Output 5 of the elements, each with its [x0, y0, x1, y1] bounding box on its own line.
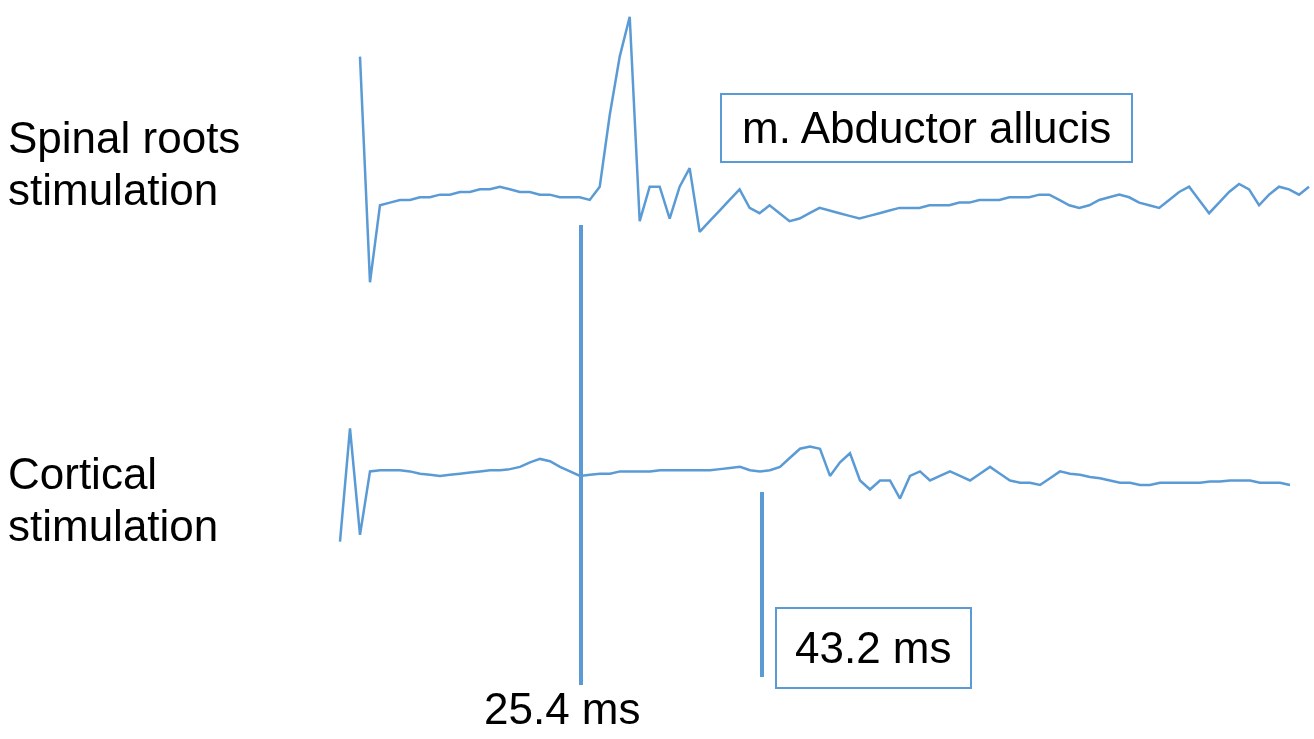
text: 25.4 ms — [484, 684, 641, 734]
y-axis-title: Spinal roots stimulation — [8, 112, 242, 216]
text: 43.2 ms — [775, 607, 972, 689]
y-axis-title: Cortical stimulation — [8, 448, 220, 552]
annotation: m. Abductor allucis — [720, 93, 1134, 163]
